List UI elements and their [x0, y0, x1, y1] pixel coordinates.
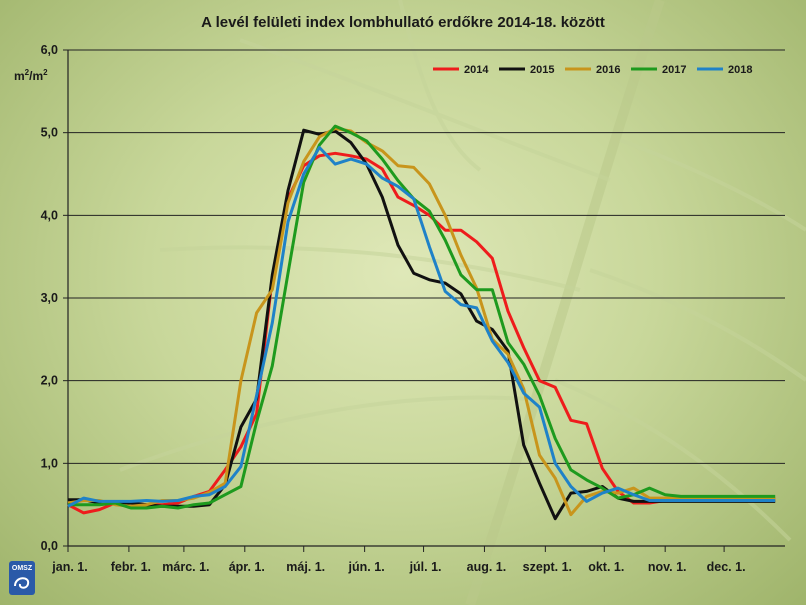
chart-title: A levél felületi index lombhullató erdők… — [201, 14, 605, 31]
y-tick-label: 4,0 — [41, 208, 58, 222]
series-lines — [67, 124, 776, 521]
gridlines — [68, 49, 785, 464]
y-tick-label: 1,0 — [41, 456, 58, 470]
legend-label-2017: 2017 — [662, 64, 686, 76]
x-tick-label: júl. 1. — [409, 560, 442, 574]
series-line-2018 — [67, 146, 776, 508]
omsz-logo: OMSZ — [9, 561, 35, 595]
x-tick-label: jún. 1. — [348, 560, 385, 574]
y-tick-label: 0,0 — [41, 539, 58, 553]
x-tick-label: ápr. 1. — [229, 560, 265, 574]
y-tick-label: 6,0 — [41, 43, 58, 57]
legend-label-2014: 2014 — [464, 64, 489, 76]
y-tick-label: 2,0 — [41, 374, 58, 388]
legend-label-2018: 2018 — [728, 64, 752, 76]
series-line-2017 — [68, 124, 776, 510]
y-tick-labels: 0,0 1,0 2,0 3,0 4,0 5,0 6,0 — [41, 43, 68, 553]
y-axis-unit: m2/m2 — [14, 68, 48, 83]
series-line-2015 — [68, 128, 776, 521]
y-tick-label: 5,0 — [41, 126, 58, 140]
x-tick-label: aug. 1. — [467, 560, 507, 574]
legend-label-2016: 2016 — [596, 64, 620, 76]
x-tick-label: jan. 1. — [51, 560, 87, 574]
y-tick-label: 3,0 — [41, 291, 58, 305]
series-line-2016 — [67, 127, 776, 517]
logo-text: OMSZ — [12, 565, 33, 572]
x-tick-label: nov. 1. — [648, 560, 687, 574]
legend-label-2015: 2015 — [530, 64, 554, 76]
x-tick-label: dec. 1. — [707, 560, 746, 574]
x-tick-labels: jan. 1. febr. 1. márc. 1. ápr. 1. máj. 1. jún… — [51, 546, 746, 574]
x-tick-label: szept. 1. — [523, 560, 572, 574]
x-tick-label: márc. 1. — [162, 560, 209, 574]
series-line-2014 — [67, 151, 776, 515]
x-tick-label: febr. 1. — [111, 560, 151, 574]
legend: 2014 2015 2016 2017 2018 — [433, 64, 752, 76]
x-tick-label: okt. 1. — [588, 560, 624, 574]
x-tick-label: máj. 1. — [286, 560, 325, 574]
